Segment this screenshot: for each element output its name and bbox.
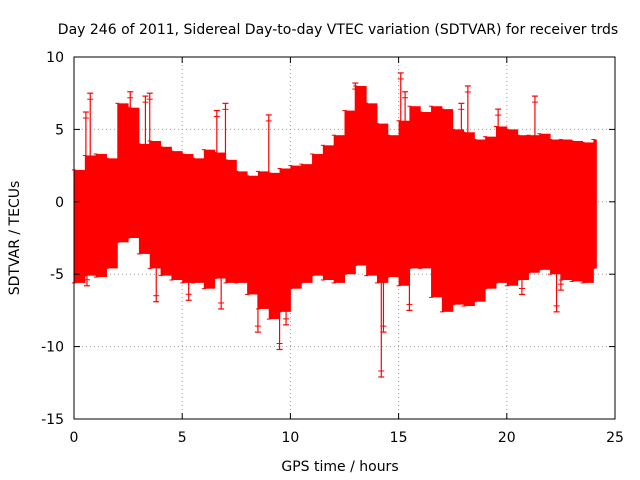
y-tick-label: 5 <box>55 122 64 138</box>
error-bar-band <box>441 109 454 312</box>
error-bar-band <box>409 106 421 269</box>
error-bar-band <box>485 136 497 289</box>
error-bar-band <box>182 154 194 283</box>
error-bar-band <box>160 146 172 276</box>
error-bar-band <box>203 149 216 289</box>
error-bar-band <box>550 139 562 275</box>
error-bar-band <box>431 106 443 298</box>
chart-title: Day 246 of 2011, Sidereal Day-to-day VTE… <box>58 22 618 38</box>
error-bar-band <box>560 139 573 280</box>
error-bar-band <box>257 171 270 309</box>
error-bar-band <box>517 135 529 280</box>
error-bar-band <box>387 135 400 278</box>
error-bar-band <box>506 129 519 286</box>
error-bar-band <box>117 103 129 243</box>
x-tick-label: 25 <box>606 430 624 446</box>
error-bar-band <box>236 171 248 283</box>
error-bar-band <box>463 132 475 307</box>
error-bar-band <box>290 165 302 289</box>
error-bar-band <box>582 142 594 283</box>
error-bar-band <box>193 158 205 283</box>
y-tick-label: 0 <box>55 195 64 211</box>
error-bar-band <box>322 145 335 280</box>
y-tick-label: -5 <box>50 267 64 283</box>
x-tick-label: 10 <box>281 430 299 446</box>
error-bar-band <box>344 110 356 275</box>
sdtvar-series <box>72 72 597 378</box>
error-bar-band <box>528 135 540 273</box>
error-bar-band <box>138 143 151 254</box>
error-bar-band <box>452 129 465 305</box>
error-bar-band <box>398 120 410 286</box>
error-bar-band <box>128 107 140 239</box>
data-layer <box>72 72 597 378</box>
error-bar-band <box>95 154 107 278</box>
x-tick-label: 15 <box>390 430 408 446</box>
error-bar-band <box>301 164 313 283</box>
error-bar-band <box>84 155 97 276</box>
error-bar-band <box>474 139 486 302</box>
error-bar-band <box>312 154 324 276</box>
error-bar-band <box>539 133 551 270</box>
x-tick-label: 0 <box>70 430 79 446</box>
error-bar-band <box>593 139 597 269</box>
y-tick-label: 10 <box>46 50 64 66</box>
error-bar-band <box>214 152 226 279</box>
error-bar-band <box>279 168 291 312</box>
error-bar-band <box>268 172 281 320</box>
x-tick-label: 20 <box>498 430 516 446</box>
error-bar-band <box>247 175 259 295</box>
error-bar-band <box>376 123 389 283</box>
error-bar-band <box>74 169 86 283</box>
error-bar-band <box>333 135 345 283</box>
plot-frame <box>73 56 616 420</box>
error-bar-band <box>106 158 118 269</box>
error-bar-band <box>495 126 508 283</box>
x-axis-label: GPS time / hours <box>281 459 398 475</box>
error-bar-band <box>225 159 237 283</box>
y-tick-label: -10 <box>41 340 64 356</box>
tick-layer: 0 5 10 15 20 25 -15 -10 -5 0 5 10 <box>41 50 624 446</box>
error-bar-band <box>366 103 378 276</box>
error-bar-band <box>171 151 183 280</box>
error-bar-band <box>571 140 584 282</box>
error-bar-band <box>420 112 432 269</box>
error-bar-band <box>149 140 162 269</box>
y-axis-label: SDTVAR / TECUs <box>7 181 23 296</box>
x-tick-label: 5 <box>178 430 187 446</box>
y-tick-label: -15 <box>41 412 64 428</box>
error-bar-band <box>355 85 367 266</box>
